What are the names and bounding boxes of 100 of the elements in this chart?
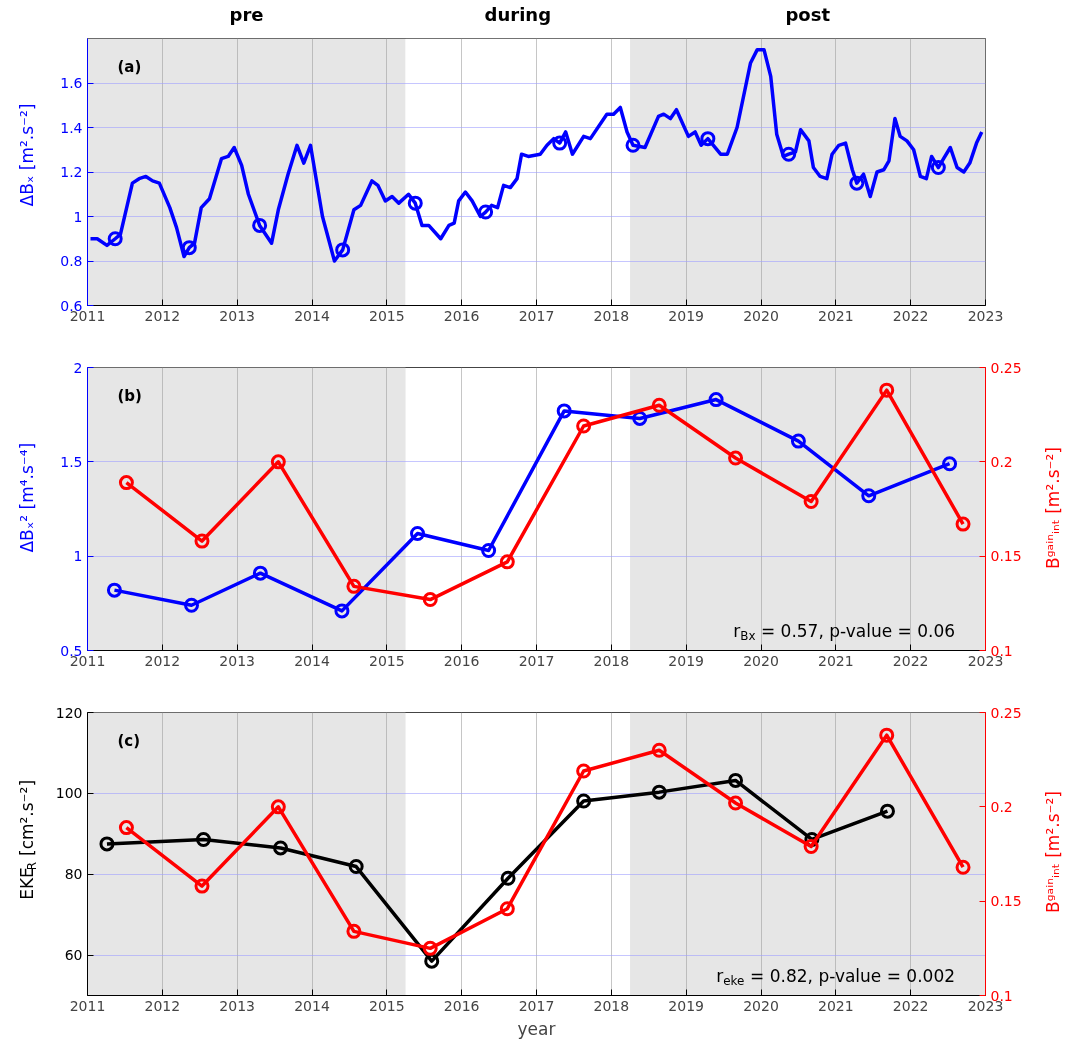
- point: [252, 217, 268, 233]
- point: [334, 603, 350, 619]
- point: [346, 923, 362, 939]
- annotation: (c): [117, 731, 141, 750]
- point: [651, 397, 667, 413]
- point: [478, 204, 494, 220]
- y-tick-label: 120: [55, 704, 83, 721]
- y2-tick-label: 0.25: [990, 359, 1022, 376]
- point: [499, 554, 515, 570]
- y-tick-label: 1.4: [60, 119, 83, 136]
- x-tick-label: 2017: [518, 652, 555, 669]
- x-tick-label: 2012: [144, 652, 181, 669]
- y2-tick-label: 0.25: [990, 704, 1022, 721]
- y-tick-label: 1.2: [60, 164, 83, 180]
- x-tick-label: 2014: [294, 997, 330, 1014]
- point: [118, 820, 134, 836]
- y-tick-label: 1: [73, 548, 83, 565]
- y-tick-label: 60: [64, 947, 83, 964]
- point: [879, 803, 895, 819]
- point: [728, 795, 744, 811]
- x-tick-label: 2018: [593, 307, 630, 324]
- point: [195, 831, 211, 847]
- x-tick-label: 2019: [668, 997, 704, 1014]
- y2-tick-label: 0.15: [990, 548, 1022, 565]
- y-axis-title: ΔBₓ² [m⁴.s⁻⁴]: [16, 442, 37, 553]
- point: [107, 231, 123, 247]
- x-tick-label: 2017: [518, 997, 555, 1014]
- point: [194, 878, 210, 894]
- x-tick-label: 2016: [443, 997, 480, 1014]
- x-tick-label: 2016: [443, 652, 480, 669]
- y-tick-label: 2: [73, 359, 83, 376]
- x-tick-label: 2020: [743, 307, 779, 324]
- point: [499, 901, 515, 917]
- y-axis-title: EKER [cm².s⁻²]: [16, 779, 39, 900]
- x-tick-label: 2019: [668, 652, 704, 669]
- point: [803, 838, 819, 854]
- y-tick-label: 1.5: [60, 453, 83, 470]
- x-tick-label: 2023: [967, 307, 1004, 324]
- x-axis-title: year: [517, 1018, 556, 1039]
- y-tick-label: 100: [55, 785, 83, 802]
- x-tick-label: 2015: [369, 652, 405, 669]
- annotation: (b): [117, 386, 142, 405]
- x-tick-label: 2019: [668, 307, 704, 324]
- x-tick-label: 2017: [518, 307, 555, 324]
- x-tick-label: 2013: [219, 652, 255, 669]
- point: [181, 240, 197, 256]
- band-label: post: [785, 3, 831, 25]
- y2-axis-title: Bᵍᵃⁱⁿᵢₙₜ [m².s⁻²]: [1042, 447, 1063, 570]
- point: [651, 784, 667, 800]
- point: [422, 592, 438, 608]
- x-tick-label: 2021: [818, 652, 854, 669]
- point: [410, 526, 426, 542]
- point: [552, 135, 568, 151]
- x-tick-label: 2018: [593, 997, 630, 1014]
- point: [576, 418, 592, 434]
- point: [790, 433, 806, 449]
- y2-tick-label: 0.2: [990, 453, 1013, 470]
- annotation: (a): [117, 57, 142, 76]
- y-tick-label: 1: [73, 208, 83, 225]
- band-label: pre: [229, 3, 264, 25]
- x-tick-label: 2022: [892, 652, 929, 669]
- x-tick-label: 2012: [144, 997, 181, 1014]
- point: [407, 195, 423, 211]
- point: [700, 131, 716, 147]
- x-tick-label: 2013: [219, 997, 255, 1014]
- point: [500, 870, 516, 886]
- x-tick-label: 2020: [743, 997, 779, 1014]
- y-tick-label: 80: [64, 866, 83, 883]
- point: [861, 488, 877, 504]
- point: [118, 475, 134, 491]
- x-tick-label: 2018: [593, 652, 630, 669]
- y-tick-label: 0.8: [60, 253, 83, 269]
- y2-tick-label: 0.15: [990, 893, 1022, 910]
- point: [708, 392, 724, 408]
- point: [625, 137, 641, 153]
- x-tick-label: 2022: [892, 997, 929, 1014]
- point: [99, 836, 115, 852]
- x-tick-label: 2012: [144, 307, 181, 324]
- x-tick-label: 2016: [443, 307, 480, 324]
- y-tick-label: 1.6: [60, 75, 83, 91]
- point: [346, 578, 362, 594]
- band-label: during: [484, 3, 552, 25]
- x-tick-label: 2013: [219, 307, 255, 324]
- point: [335, 242, 351, 258]
- x-tick-label: 2021: [818, 997, 854, 1014]
- point: [422, 940, 438, 956]
- x-tick-label: 2021: [818, 307, 854, 324]
- point: [348, 859, 364, 875]
- point: [576, 793, 592, 809]
- point: [879, 727, 895, 743]
- x-tick-label: 2022: [892, 307, 929, 324]
- point: [930, 160, 946, 176]
- y-axis-title: ΔBₓ [m².s⁻²]: [16, 103, 37, 207]
- point: [849, 175, 865, 191]
- point: [955, 859, 971, 875]
- point: [942, 456, 958, 472]
- point: [270, 799, 286, 815]
- point: [651, 742, 667, 758]
- x-tick-label: 2014: [294, 652, 330, 669]
- point: [781, 146, 797, 162]
